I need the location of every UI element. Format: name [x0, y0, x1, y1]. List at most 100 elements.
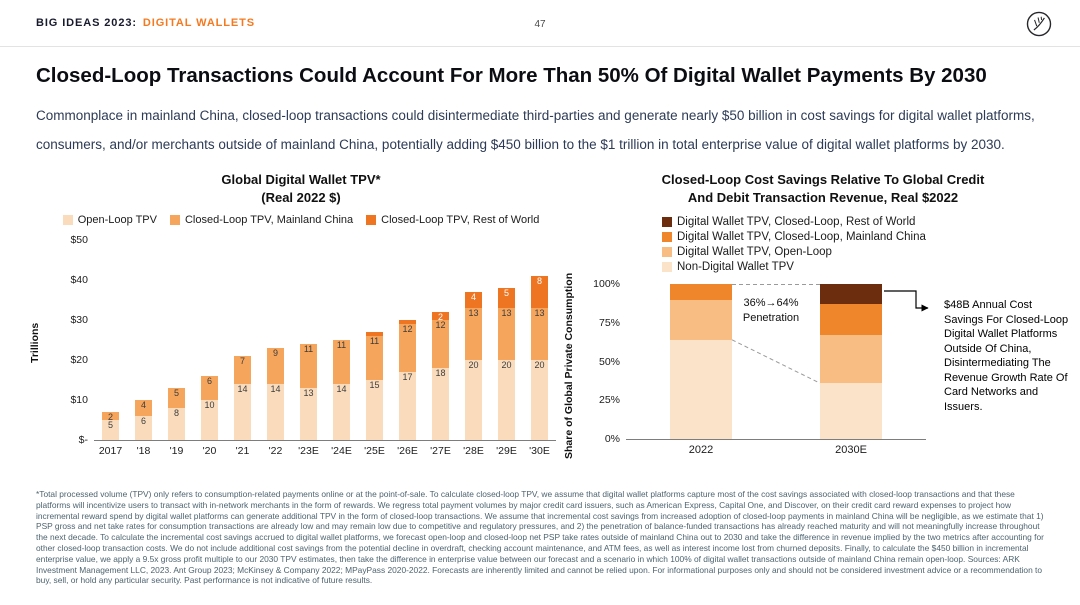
bar-group: 8 13 20 '30E [523, 240, 556, 457]
bar-value-label: 14 [237, 384, 248, 394]
bar-value-label: 13 [534, 308, 545, 318]
bar-value-label: 5 [503, 288, 509, 298]
bar-segment [820, 383, 882, 439]
penetration-values: 36%→64% [743, 297, 799, 309]
report-section: DIGITAL WALLETS [142, 17, 256, 29]
stacked-bar: 7 14 [234, 356, 251, 440]
chart2-y-axis-ticks: 0% 25% 50% 75% 100% [580, 278, 620, 445]
legend-label: Open-Loop TPV [77, 214, 157, 226]
legend-label: Non-Digital Wallet TPV [677, 261, 794, 273]
bar-value-label: 15 [369, 380, 380, 390]
bar-segment: 15 [366, 380, 383, 440]
chart2-y-axis-label: Share of Global Private Consumption [563, 272, 575, 459]
legend-swatch [662, 232, 672, 242]
bar-segment: 9 [267, 348, 284, 384]
stacked-bar: 11 13 [300, 344, 317, 440]
x-tick-label: '24E [331, 445, 352, 457]
x-tick-label: 2030E [835, 444, 867, 456]
legend-swatch [169, 215, 180, 225]
bar-segment: 20 [498, 360, 515, 440]
stacked-bar: 4 13 20 [465, 292, 482, 440]
bar-value-label: 17 [402, 372, 413, 382]
bar-segment: 12 [399, 324, 416, 372]
bar-segment: 14 [333, 384, 350, 440]
bar-value-label: 18 [435, 368, 446, 378]
chart1-y-axis-ticks: $- $10 $20 $30 $40 $50 [48, 234, 88, 446]
bar-value-label: 14 [336, 384, 347, 394]
bar-group: 9 14 '22 [259, 240, 292, 457]
legend-label: Closed-Loop TPV, Rest of World [381, 214, 540, 226]
x-tick-label: '20 [202, 445, 217, 457]
bar-segment [670, 284, 732, 300]
legend-swatch [662, 247, 672, 257]
bar-value-label: 12 [435, 320, 446, 330]
bar-segment: 13 [498, 308, 515, 360]
x-tick-label: '28E [463, 445, 484, 457]
bar-segment [399, 320, 416, 324]
bar-value-label: 13 [303, 388, 314, 398]
footnote: *Total processed volume (TPV) only refer… [36, 489, 1044, 586]
chart-global-digital-wallet-tpv: Global Digital Wallet TPV* (Real 2022 $)… [29, 166, 566, 482]
ark-logo-icon [1026, 11, 1052, 37]
bar-segment: 8 [168, 408, 185, 440]
stacked-bar: 9 14 [267, 348, 284, 440]
bar-segment [820, 335, 882, 384]
bar-group: 4 13 20 '28E [457, 240, 490, 457]
x-tick-label: 2022 [688, 444, 714, 456]
bar-value-label: 4 [140, 400, 146, 410]
bar-segment: 14 [234, 384, 251, 440]
bar-segment [820, 284, 882, 305]
bar-value-label: 2 [437, 312, 443, 322]
bar-group: 11 15 '25E [358, 240, 391, 457]
bar-segment: 6 [135, 416, 152, 440]
penetration-annotation: 36%→64% Penetration [706, 296, 836, 326]
x-tick-label: '30E [529, 445, 550, 457]
bar-value-label: 20 [468, 360, 479, 370]
bar-segment: 5 [498, 288, 515, 308]
bar-segment [670, 339, 732, 439]
bar-segment: 20 [465, 360, 482, 440]
x-tick-label: '23E [298, 445, 319, 457]
bar-segment: 7 [234, 356, 251, 384]
x-tick-label: '26E [397, 445, 418, 457]
stacked-bar: 8 13 20 [531, 276, 548, 440]
bar-group: 11 13 '23E [292, 240, 325, 457]
bar-segment: 12 [432, 320, 449, 368]
slide-subtitle: Commonplace in mainland China, closed-lo… [36, 108, 1035, 152]
y-tick-label: 50% [598, 355, 620, 368]
chart2-subtitle: And Debit Transaction Revenue, Real $202… [687, 190, 959, 205]
x-tick-label: '25E [364, 445, 385, 457]
bar-value-label: 6 [140, 416, 146, 426]
chart1-y-axis-label: Trillions [29, 322, 41, 363]
bar-group: 4 6'18 [127, 240, 160, 457]
bar-value-label: 2 [107, 412, 113, 422]
chart1-title: Global Digital Wallet TPV* [221, 172, 381, 187]
bar-group: 5 13 20 '29E [490, 240, 523, 457]
bar-value-label: 12 [402, 324, 413, 334]
stacked-bar [670, 284, 732, 439]
bar-segment: 14 [267, 384, 284, 440]
bar-group: 2030E [776, 284, 926, 456]
legend-label: Digital Wallet TPV, Open-Loop [677, 246, 832, 258]
bar-group: 5 8 '19 [160, 240, 193, 457]
bar-segment: 13 [465, 308, 482, 360]
bar-segment [366, 332, 383, 336]
y-tick-label: 75% [598, 316, 620, 329]
x-tick-label: '29E [496, 445, 517, 457]
stacked-bar: 6 10 [201, 376, 218, 440]
bar-segment: 20 [531, 360, 548, 440]
chart2-legend: Digital Wallet TPV, Closed-Loop, Rest of… [662, 216, 926, 273]
bar-group: 12 17 '26E [391, 240, 424, 457]
legend-swatch [366, 215, 377, 225]
chart2-title: Closed-Loop Cost Savings Relative To Glo… [661, 172, 985, 187]
x-tick-label: '19 [169, 445, 184, 457]
bar-value-label: 8 [173, 408, 179, 418]
legend-swatch [662, 217, 672, 227]
bar-group: 6 10 '20 [193, 240, 226, 457]
legend-item: Non-Digital Wallet TPV [662, 261, 926, 273]
legend-label: Digital Wallet TPV, Closed-Loop, Rest of… [677, 216, 916, 228]
chart1-plot-area: 2 5 2017 4 6'18 5 8'19 6 10'20 7 14'21 9 14'22 11 13'2… [94, 240, 556, 457]
